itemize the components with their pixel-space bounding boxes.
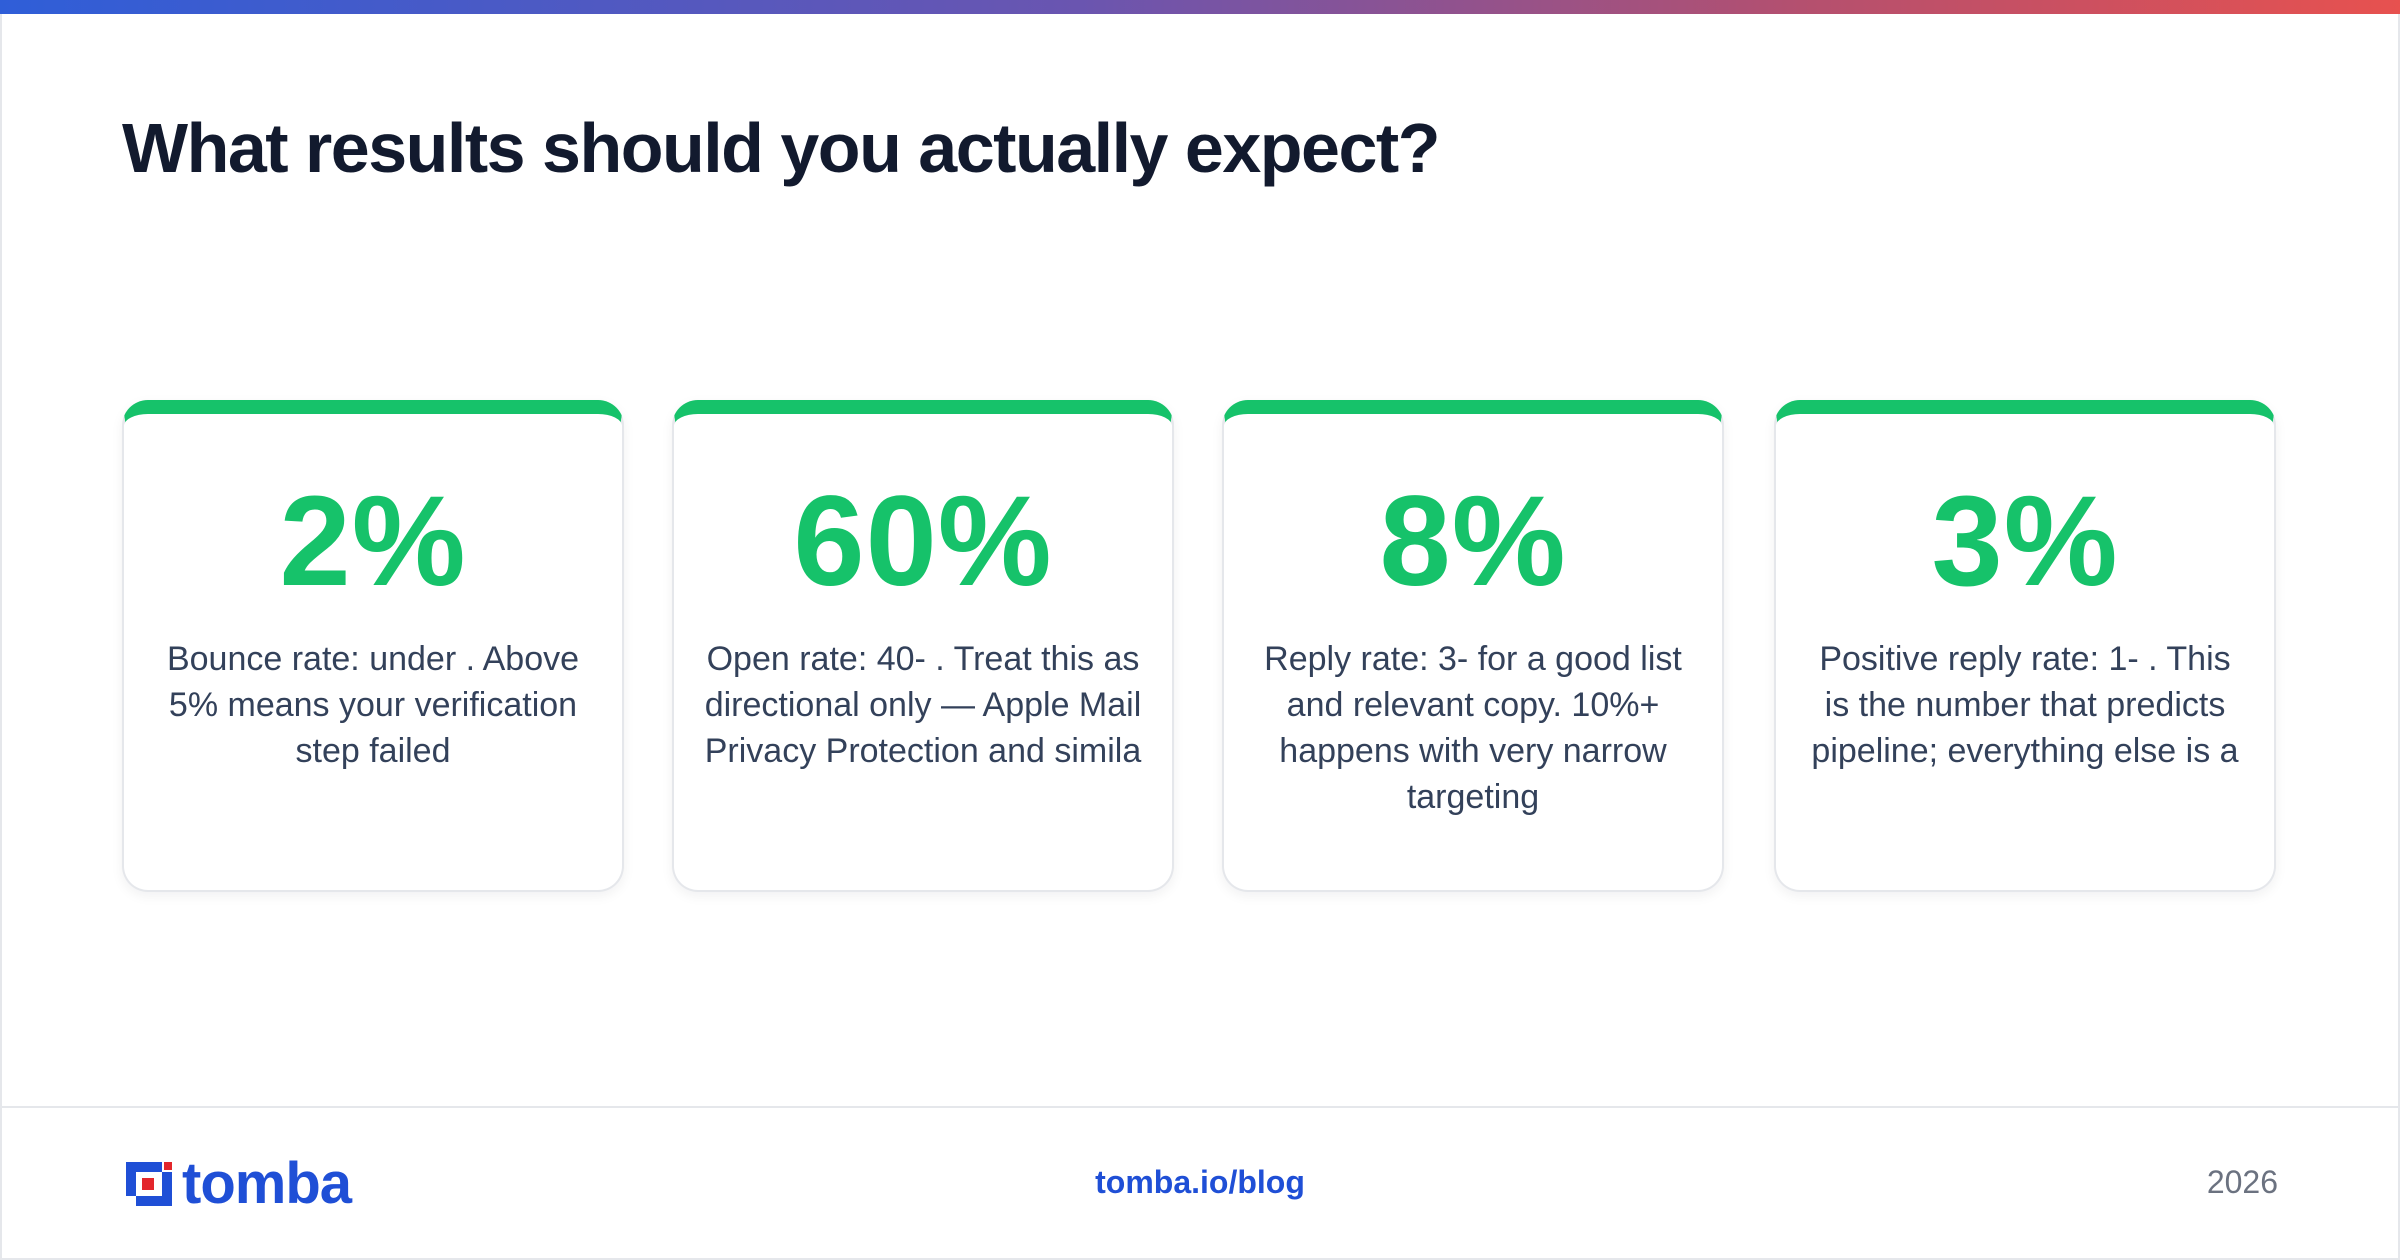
stat-card-positive-reply-rate: 3% Positive reply rate: 1- . This is the… [1774,400,2276,892]
blog-link[interactable]: tomba.io/blog [1095,1164,1305,1200]
stat-description: Open rate: 40- . Treat this as direction… [704,640,1142,770]
stat-card-bounce-rate: 2% Bounce rate: under . Above 5% means y… [122,400,624,892]
tomba-logo: tomba [122,1151,352,1216]
stat-description: Reply rate: 3- for a good list and relev… [1264,640,1682,816]
stat-description: Bounce rate: under . Above 5% means your… [166,640,580,770]
stat-value: 2% [279,470,467,613]
tomba-logo-icon [122,1158,176,1210]
stat-value: 60% [793,470,1053,613]
stat-value: 8% [1379,470,1567,613]
footer-divider [0,1106,2400,1108]
stat-cards: 2% Bounce rate: under . Above 5% means y… [122,400,2278,896]
footer-year: 2026 [2206,1164,2278,1200]
stat-card-reply-rate: 8% Reply rate: 3- for a good list and re… [1222,400,1724,892]
logo-wordmark: tomba [182,1151,352,1216]
stat-description: Positive reply rate: 1- . This is the nu… [1811,640,2239,770]
stat-value: 3% [1931,470,2119,613]
top-gradient-bar [0,0,2400,14]
stat-card-open-rate: 60% Open rate: 40- . Treat this as direc… [672,400,1174,892]
page-title: What results should you actually expect? [122,109,1440,187]
